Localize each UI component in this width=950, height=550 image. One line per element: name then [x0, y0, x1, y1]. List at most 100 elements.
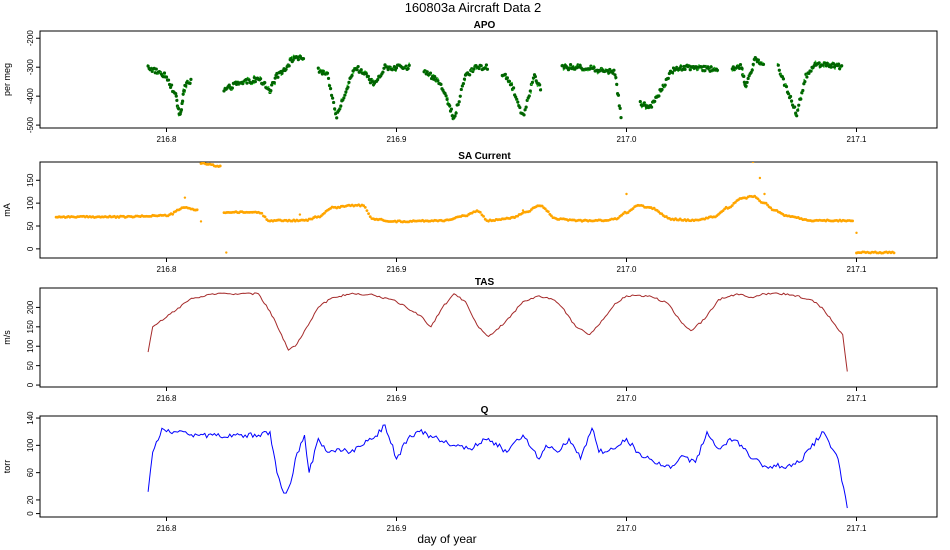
apo-point: [831, 61, 836, 66]
sa-point: [766, 203, 769, 207]
y-tick-label: 50: [26, 361, 35, 370]
apo-light-point: [436, 77, 439, 80]
apo-point: [613, 73, 617, 77]
apo-point: [425, 70, 429, 74]
apo-point: [458, 94, 462, 98]
y-tick-label: 100: [26, 438, 35, 452]
apo-point: [784, 85, 789, 89]
plot-frame: [39, 30, 938, 129]
y-tick-label: -200: [26, 30, 35, 47]
apo-point: [459, 87, 463, 92]
apo-point: [335, 116, 339, 120]
apo-point: [457, 100, 461, 104]
apo-point: [189, 77, 193, 81]
panel-2: SA Current 216.8 216.9 217.0 217.1 0 50 100 150 m…: [2, 151, 938, 274]
apo-point: [507, 79, 512, 83]
y-tick-label: 140: [26, 411, 35, 425]
sa-outlier-point: [855, 231, 858, 235]
apo-point: [444, 94, 448, 98]
figure-title: 160803a Aircraft Data 2: [405, 0, 542, 15]
apo-point: [166, 78, 171, 82]
apo-point: [247, 78, 251, 82]
apo-point: [840, 64, 844, 68]
sa-point: [482, 214, 485, 218]
sa-outlier-point: [199, 220, 203, 223]
apo-point: [329, 93, 334, 97]
apo-point: [578, 63, 582, 68]
x-tick-label: 217.1: [846, 135, 867, 144]
apo-point: [162, 71, 167, 75]
apo-point: [146, 64, 150, 68]
apo-point: [657, 94, 661, 98]
apo-point: [803, 79, 807, 84]
apo-point: [523, 108, 527, 112]
apo-point: [175, 98, 179, 103]
y-tick-label: -400: [26, 88, 35, 105]
apo-point: [679, 64, 683, 69]
apo-point: [296, 58, 300, 62]
panel-title: Q: [481, 405, 489, 416]
apo-point: [453, 114, 457, 118]
apo-point: [614, 75, 618, 80]
x-tick-label: 217.1: [846, 524, 867, 533]
apo-point: [462, 77, 467, 81]
apo-point: [276, 75, 280, 79]
x-tick-label: 216.8: [156, 265, 177, 274]
apo-point: [615, 82, 619, 86]
apo-point: [170, 83, 174, 87]
apo-point: [740, 66, 744, 71]
apo-point: [370, 79, 375, 83]
sa-point: [171, 212, 175, 216]
apo-point: [454, 111, 458, 115]
apo-point: [505, 76, 510, 80]
sa-outlier-point: [183, 196, 187, 199]
apo-point: [683, 67, 687, 71]
sa-point: [764, 201, 768, 205]
apo-point: [339, 104, 343, 108]
sa-outlier-point: [625, 192, 628, 196]
apo-point: [528, 89, 532, 93]
apo-point: [428, 71, 433, 75]
x-tick-label: 216.9: [386, 135, 407, 144]
apo-point: [750, 68, 754, 72]
apo-point: [461, 82, 466, 86]
panel-title: APO: [474, 20, 496, 31]
apo-point: [807, 71, 811, 75]
x-axis-label: day of year: [417, 532, 476, 546]
sa-point: [549, 214, 553, 218]
x-tick-label: 216.9: [386, 394, 407, 403]
apo-point: [746, 76, 750, 81]
apo-point: [386, 67, 390, 72]
plot-panels: APO 216.8 216.9 217.0 217.1 -500 -400 -300 -200 p…: [2, 20, 938, 533]
apo-point: [291, 58, 295, 62]
apo-point: [805, 75, 809, 79]
apo-point: [477, 66, 481, 71]
apo-point: [533, 75, 537, 79]
sa-point: [631, 207, 635, 210]
apo-point: [538, 88, 543, 92]
panel-3: TAS 216.8 216.9 217.0 217.1 0 50 100 150 200 m/s: [2, 277, 938, 403]
plot-frame: [39, 161, 938, 259]
apo-point: [445, 97, 449, 101]
apo-point: [333, 107, 337, 111]
apo-point: [568, 63, 573, 67]
apo-point: [538, 83, 542, 87]
sa-point: [260, 211, 264, 215]
apo-light-point: [408, 62, 411, 65]
apo-point: [355, 68, 359, 72]
apo-point: [518, 105, 522, 110]
apo-point: [327, 84, 332, 88]
q-series-line: [147, 424, 848, 509]
apo-point: [738, 63, 743, 67]
apo-point: [530, 80, 535, 84]
apo-point: [472, 67, 476, 71]
x-tick-label: 216.9: [386, 265, 407, 274]
plot-frame: [39, 415, 938, 518]
apo-point: [751, 62, 755, 66]
sa-point: [546, 210, 550, 214]
apo-point: [182, 89, 186, 93]
apo-point: [184, 84, 188, 88]
apo-point: [809, 69, 813, 73]
apo-point: [744, 84, 748, 88]
x-tick-label: 216.9: [386, 524, 407, 533]
